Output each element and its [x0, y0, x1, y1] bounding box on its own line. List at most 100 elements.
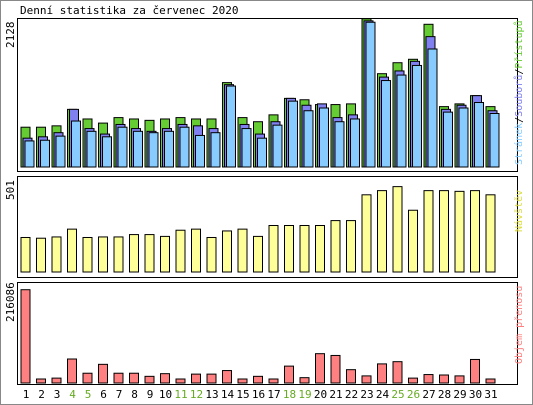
- bar-kbytes-23: [361, 375, 372, 384]
- bar-pages-30: [474, 102, 484, 168]
- bar-visits-3: [51, 236, 62, 273]
- bar-visits-28: [439, 190, 449, 273]
- bar-visits-4: [67, 228, 77, 273]
- bar-pages-8: [133, 130, 143, 168]
- bar-kbytes-22: [346, 369, 356, 384]
- bar-visits-20: [315, 225, 325, 273]
- bar-pages-29: [458, 107, 469, 168]
- bar-kbytes-12: [191, 373, 201, 384]
- bar-kbytes-25: [392, 361, 403, 384]
- day-label-25: 25: [391, 388, 404, 401]
- bar-pages-26: [412, 64, 422, 168]
- day-label-17: 17: [267, 388, 280, 401]
- bar-kbytes-1: [20, 289, 31, 384]
- bar-pages-18: [288, 100, 298, 168]
- hits-bars: [20, 18, 500, 168]
- day-label-21: 21: [329, 388, 342, 401]
- bar-kbytes-13: [206, 373, 217, 384]
- bar-kbytes-5: [82, 372, 93, 384]
- day-label-24: 24: [376, 388, 390, 401]
- bar-kbytes-16: [253, 375, 263, 384]
- day-label-8: 8: [131, 388, 138, 401]
- bar-kbytes-17: [268, 378, 279, 384]
- bar-pages-1: [24, 140, 35, 168]
- day-label-28: 28: [438, 388, 451, 401]
- bar-kbytes-19: [299, 377, 310, 384]
- bar-visits-27: [423, 190, 434, 273]
- legend-sep-1: /: [514, 117, 525, 123]
- bar-kbytes-3: [51, 377, 62, 384]
- bar-kbytes-11: [175, 378, 186, 384]
- bar-visits-6: [98, 236, 108, 273]
- bar-visits-5: [82, 236, 93, 273]
- day-label-2: 2: [38, 388, 45, 401]
- bar-pages-24: [381, 80, 391, 168]
- bar-pages-14: [226, 85, 236, 168]
- day-label-14: 14: [221, 388, 235, 401]
- bar-kbytes-30: [470, 358, 480, 384]
- bar-kbytes-7: [113, 372, 124, 384]
- legend-sep-2: /: [514, 69, 525, 75]
- bar-pages-16: [257, 137, 267, 168]
- bar-pages-28: [443, 111, 453, 168]
- day-label-20: 20: [314, 388, 327, 401]
- bar-visits-26: [408, 209, 418, 273]
- day-label-1: 1: [23, 388, 30, 401]
- bar-visits-2: [36, 237, 46, 273]
- bar-pages-3: [55, 135, 66, 168]
- bar-visits-29: [454, 190, 465, 273]
- day-label-9: 9: [147, 388, 154, 401]
- day-label-30: 30: [469, 388, 482, 401]
- bar-visits-13: [206, 236, 217, 273]
- bar-kbytes-29: [454, 375, 465, 384]
- bar-pages-11: [179, 126, 190, 168]
- bar-visits-11: [175, 229, 186, 273]
- day-label-19: 19: [298, 388, 311, 401]
- day-label-15: 15: [236, 388, 249, 401]
- day-label-6: 6: [100, 388, 107, 401]
- bar-kbytes-21: [330, 354, 341, 384]
- hits-max-label: 2128: [4, 22, 17, 49]
- bar-visits-18: [284, 225, 294, 273]
- bar-pages-21: [334, 121, 345, 168]
- visits-max-label: 501: [4, 180, 17, 200]
- kbytes-bars: [20, 289, 496, 384]
- day-label-7: 7: [116, 388, 123, 401]
- day-label-13: 13: [205, 388, 218, 401]
- day-label-31: 31: [484, 388, 497, 401]
- kbytes-max-label: 216086: [4, 282, 17, 322]
- bar-pages-27: [427, 48, 438, 168]
- bar-visits-21: [330, 220, 341, 273]
- bar-kbytes-4: [67, 358, 77, 384]
- bar-pages-2: [40, 139, 50, 168]
- bar-kbytes-24: [377, 363, 387, 384]
- day-label-27: 27: [422, 388, 435, 401]
- bar-visits-25: [392, 186, 403, 273]
- bar-kbytes-28: [439, 374, 449, 384]
- legend-pages: Stránek: [513, 123, 525, 165]
- bar-kbytes-9: [144, 375, 155, 384]
- bar-kbytes-14: [222, 370, 232, 384]
- bar-kbytes-10: [160, 373, 170, 384]
- hits-side-legend: Stránek/Souborů/Přístupů: [513, 20, 525, 165]
- day-label-10: 10: [159, 388, 172, 401]
- bar-visits-7: [113, 236, 124, 273]
- legend-files: Souborů: [513, 75, 525, 117]
- bar-pages-9: [148, 132, 159, 168]
- day-label-22: 22: [345, 388, 358, 401]
- panel-visits-frame: [17, 176, 518, 278]
- bar-visits-14: [222, 230, 232, 273]
- bar-pages-7: [117, 126, 128, 168]
- bar-kbytes-8: [129, 372, 139, 384]
- bar-pages-20: [319, 107, 329, 168]
- bar-kbytes-15: [237, 378, 248, 384]
- bar-pages-31: [489, 112, 500, 168]
- bar-kbytes-27: [423, 374, 434, 384]
- visits-side-legend: Návštěv: [513, 190, 525, 232]
- bar-pages-25: [396, 74, 407, 168]
- day-label-29: 29: [453, 388, 466, 401]
- bar-kbytes-31: [485, 378, 496, 384]
- bar-pages-23: [365, 21, 376, 168]
